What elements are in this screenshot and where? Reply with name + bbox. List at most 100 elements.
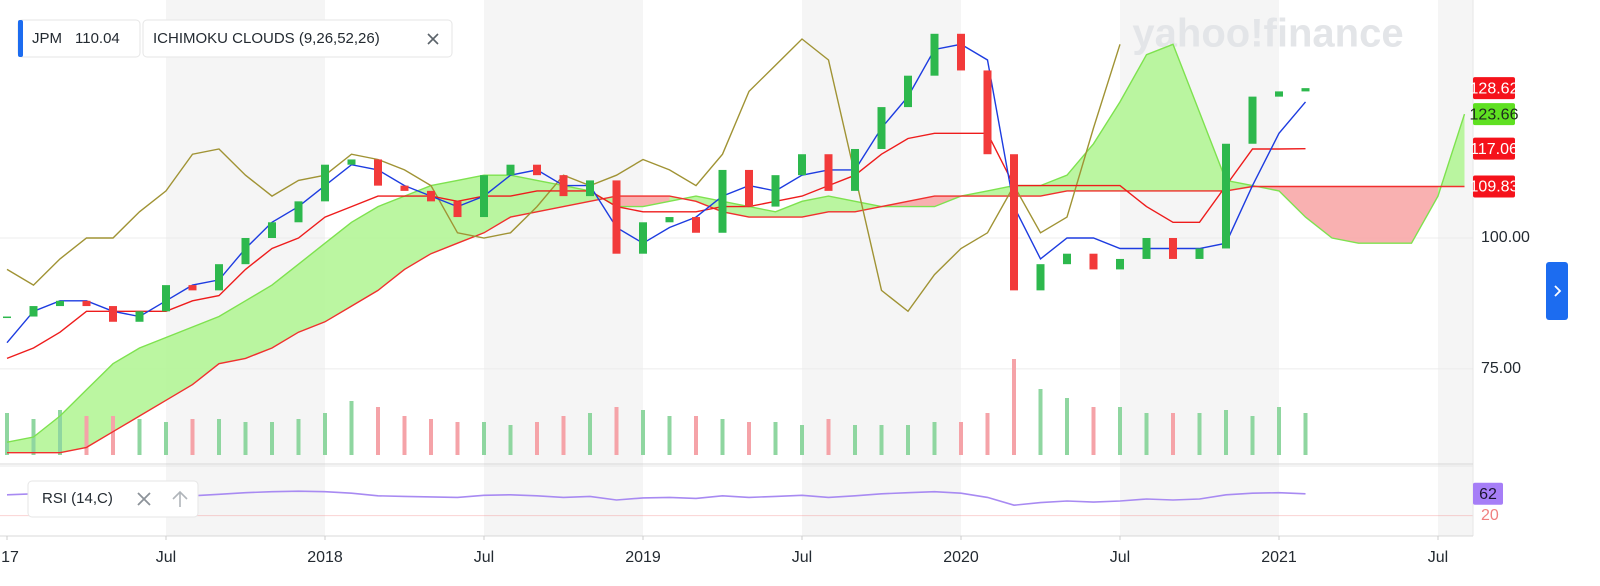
candle (3, 316, 11, 319)
candle (559, 175, 568, 197)
candle (1248, 96, 1257, 144)
cloud-segment (351, 206, 378, 307)
candle (718, 169, 727, 233)
y-tick-label: 100.00 (1481, 229, 1530, 246)
candle (400, 185, 409, 191)
volume-bar (1012, 359, 1016, 455)
cloud-segment (60, 389, 87, 453)
volume-bar (323, 413, 327, 455)
move-up-icon[interactable] (172, 490, 188, 507)
cloud-segment (749, 206, 776, 218)
cloud-segment (457, 175, 484, 244)
cloud-segment (1173, 44, 1200, 191)
x-tick-label: Jul (156, 549, 176, 566)
candle (1036, 264, 1045, 291)
volume-bar (58, 410, 62, 455)
cloud-segment (166, 327, 193, 401)
rsi-chip[interactable]: RSI (14,C) (27, 480, 199, 518)
volume-bar (932, 422, 937, 455)
x-tick-label: Jul (1428, 549, 1448, 566)
volume-bar (137, 419, 142, 455)
candle (904, 75, 912, 108)
cloud-segment (1093, 101, 1120, 191)
volume-bar (1038, 389, 1043, 455)
cloud-segment (113, 347, 140, 432)
cloud-segment (1067, 143, 1094, 191)
cloud-segment (1385, 186, 1412, 244)
indicator-line (6, 132, 1306, 360)
price-label-box (1473, 103, 1515, 126)
side-button[interactable] (1546, 262, 1568, 320)
cloud-segment (1199, 112, 1226, 191)
candle (665, 217, 674, 223)
volume-bar (1277, 407, 1281, 455)
symbol-chip[interactable]: JPM 110.04 (17, 19, 141, 58)
volume-bar (1144, 413, 1149, 455)
cloud-segment (378, 196, 405, 291)
cloud-segment (1411, 186, 1438, 244)
cloud-segment (245, 285, 272, 359)
rsi-area (0, 490, 1473, 517)
cloud-segment (1120, 54, 1147, 191)
volume-bar (985, 413, 990, 455)
volume-bar (853, 425, 857, 455)
volume-bar (614, 407, 619, 455)
candle (374, 159, 382, 186)
candle (639, 222, 647, 254)
volume-bar (588, 413, 592, 455)
candle (798, 154, 806, 176)
volume-bar (217, 419, 221, 455)
volume-bar (270, 422, 274, 455)
volume-bar (508, 425, 513, 455)
volume-bar (720, 419, 725, 455)
indicator-chip[interactable]: ICHIMOKU CLOUDS (9,26,52,26) (142, 19, 453, 58)
candle (453, 201, 462, 218)
price-label: 123.66 (1470, 106, 1519, 123)
volume-bar (1197, 413, 1202, 455)
cloud-segment (1146, 44, 1173, 191)
x-tick-label: Jul (474, 549, 494, 566)
candle (930, 33, 939, 76)
candle (268, 222, 276, 238)
volume-bar (747, 422, 751, 455)
rsi-title: RSI (14,C) (42, 490, 113, 507)
x-tick-label: 2020 (943, 549, 979, 566)
close-icon[interactable] (137, 492, 151, 506)
candle (957, 33, 965, 71)
price-label-box (1473, 137, 1515, 160)
volume-bar (1171, 413, 1175, 455)
volume-bar (376, 407, 380, 455)
volume-bar (561, 416, 566, 455)
volume-bar (800, 425, 804, 455)
volume-bar (1065, 398, 1069, 455)
cloud-segment (987, 185, 1014, 197)
period-shade (1438, 0, 1473, 536)
volume-bar (1224, 410, 1228, 455)
x-tick-label: 2019 (625, 549, 661, 566)
candle (586, 180, 594, 197)
side-button-box[interactable] (1546, 262, 1568, 320)
cloud-segment (1358, 186, 1385, 244)
close-icon[interactable] (427, 33, 439, 45)
candle (612, 180, 621, 254)
x-tick-label: 2018 (307, 549, 343, 566)
candle (692, 217, 700, 233)
symbol: JPM (32, 30, 62, 47)
volume-bar (482, 422, 486, 455)
candle (1301, 88, 1310, 92)
candle (1169, 237, 1177, 259)
y-tick-label: 75.00 (1481, 360, 1521, 377)
plot-area (3, 33, 1466, 455)
watermark: yahoo!finance (1132, 12, 1403, 56)
candle (1063, 253, 1071, 265)
candle (745, 169, 753, 207)
cloud-segment (325, 222, 352, 322)
volume-bar (1118, 407, 1122, 455)
volume-bar (111, 416, 115, 455)
cloud-segment (908, 196, 935, 207)
volume-bar (1303, 413, 1308, 455)
candle (824, 154, 833, 191)
volume-bar (5, 413, 9, 455)
candle (188, 285, 197, 291)
